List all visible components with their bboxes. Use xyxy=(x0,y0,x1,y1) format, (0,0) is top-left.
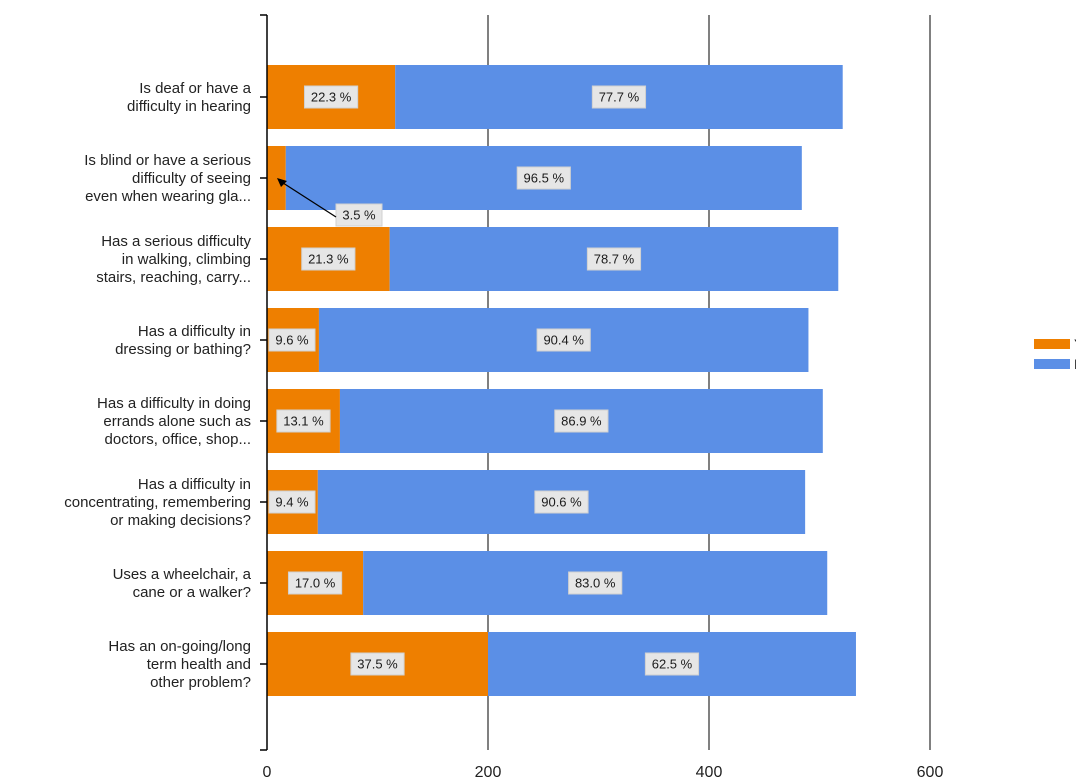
category-label-line: term health and xyxy=(147,656,251,673)
category-label-line: difficulty in hearing xyxy=(127,98,251,115)
data-label-no-7-box xyxy=(644,652,700,676)
category-label-line: or making decisions? xyxy=(110,512,251,529)
category-label-line: Uses a wheelchair, a xyxy=(113,566,252,583)
x-tick-label-200: 200 xyxy=(475,764,502,780)
data-label-no-0: 77.7 % xyxy=(599,90,640,105)
data-label-yes-5-box xyxy=(268,490,316,514)
data-label-no-2: 78.7 % xyxy=(594,252,635,267)
category-label-line: dressing or bathing? xyxy=(115,341,251,358)
category-label-line: Has a difficulty in xyxy=(138,476,251,493)
category-label-line: Has a serious difficulty xyxy=(101,233,251,250)
category-label-2: Has a serious difficulty in walking, clim… xyxy=(96,233,251,286)
category-label-line: Is blind or have a serious xyxy=(84,152,251,169)
category-label-line: doctors, office, shop... xyxy=(105,431,251,448)
x-tick-label-600: 600 xyxy=(917,764,944,780)
data-label-yes-4: 13.1 % xyxy=(283,414,324,429)
legend-swatch-yes xyxy=(1034,339,1070,349)
category-label-line: Is deaf or have a xyxy=(139,80,251,97)
category-label-line: errands alone such as xyxy=(103,413,251,430)
category-label-line: even when wearing gla... xyxy=(85,188,251,205)
data-label-yes-5: 9.4 % xyxy=(275,495,309,510)
category-label-0: Is deaf or have a difficulty in hearing xyxy=(127,80,252,115)
data-label-no-4: 86.9 % xyxy=(561,414,602,429)
data-label-yes-0-box xyxy=(303,85,359,109)
data-label-no-4-box xyxy=(554,409,609,433)
category-label-line: Has an on-going/long xyxy=(108,638,251,655)
data-label-yes-1: 3.5 % xyxy=(342,208,376,223)
category-label-1: Is blind or have a serious difficulty of … xyxy=(84,152,251,205)
legend-label-yes: Yes xyxy=(1074,336,1076,352)
data-label-yes-1-box xyxy=(335,203,383,227)
category-label-line: in walking, climbing xyxy=(122,251,251,268)
data-label-no-2-box xyxy=(586,247,642,271)
data-label-yes-6-box xyxy=(287,571,343,595)
data-label-no-5: 90.6 % xyxy=(541,495,582,510)
category-labels: Is deaf or have a difficulty in hearingIs… xyxy=(64,80,251,691)
data-label-yes-3-box xyxy=(268,328,316,352)
data-label-no-0-box xyxy=(591,85,647,109)
data-label-yes-7-box xyxy=(350,652,405,676)
x-tick-label-0: 0 xyxy=(263,764,272,780)
data-label-yes-0: 22.3 % xyxy=(311,90,352,105)
bars xyxy=(267,65,856,696)
data-label-yes-4-box xyxy=(276,409,331,433)
data-label-no-3: 90.4 % xyxy=(543,333,584,348)
category-label-3: Has a difficulty in dressing or bathing? xyxy=(115,323,251,358)
category-label-line: difficulty of seeing xyxy=(132,170,251,187)
data-label-yes-2-box xyxy=(301,247,356,271)
legend-swatch-no xyxy=(1034,359,1070,369)
data-label-yes-6: 17.0 % xyxy=(295,576,336,591)
category-label-7: Has an on-going/long term health and other… xyxy=(108,638,251,691)
data-label-callout-line-1 xyxy=(279,180,337,218)
legend: Yes No xyxy=(1034,336,1076,372)
data-labels: 77.7 % 22.3 % 96.5 % 3.5 % 78.7 % 21.3 % 90.4 … xyxy=(268,85,700,676)
data-label-no-3-box xyxy=(536,328,591,352)
bar-yes-1 xyxy=(267,146,286,210)
category-label-line: concentrating, remembering xyxy=(64,494,251,511)
category-label-5: Has a difficulty in concentrating, rememb… xyxy=(64,476,251,529)
data-label-yes-3: 9.6 % xyxy=(275,333,309,348)
category-label-line: Has a difficulty in doing xyxy=(97,395,251,412)
category-label-6: Uses a wheelchair, a cane or a walker? xyxy=(113,566,252,601)
gridlines xyxy=(487,15,931,750)
data-label-yes-2: 21.3 % xyxy=(308,252,349,267)
category-label-line: cane or a walker? xyxy=(133,584,251,601)
data-label-no-6-box xyxy=(568,571,623,595)
data-label-no-6: 83.0 % xyxy=(575,576,616,591)
legend-label-no: No xyxy=(1074,356,1076,372)
data-label-callout-arrow-1 xyxy=(277,178,287,187)
category-label-line: stairs, reaching, carry... xyxy=(96,269,251,286)
axes xyxy=(260,14,268,751)
data-label-no-5-box xyxy=(534,490,589,514)
data-label-no-1: 96.5 % xyxy=(524,171,565,186)
category-label-line: other problem? xyxy=(150,674,251,691)
category-label-line: Has a difficulty in xyxy=(138,323,251,340)
x-tick-labels: 0 200 400 600 xyxy=(263,764,944,780)
category-label-4: Has a difficulty in doing errands alone s… xyxy=(97,395,251,448)
data-label-no-7: 62.5 % xyxy=(652,657,693,672)
data-label-no-1-box xyxy=(516,166,571,190)
data-label-yes-7: 37.5 % xyxy=(357,657,398,672)
x-tick-label-400: 400 xyxy=(696,764,723,780)
